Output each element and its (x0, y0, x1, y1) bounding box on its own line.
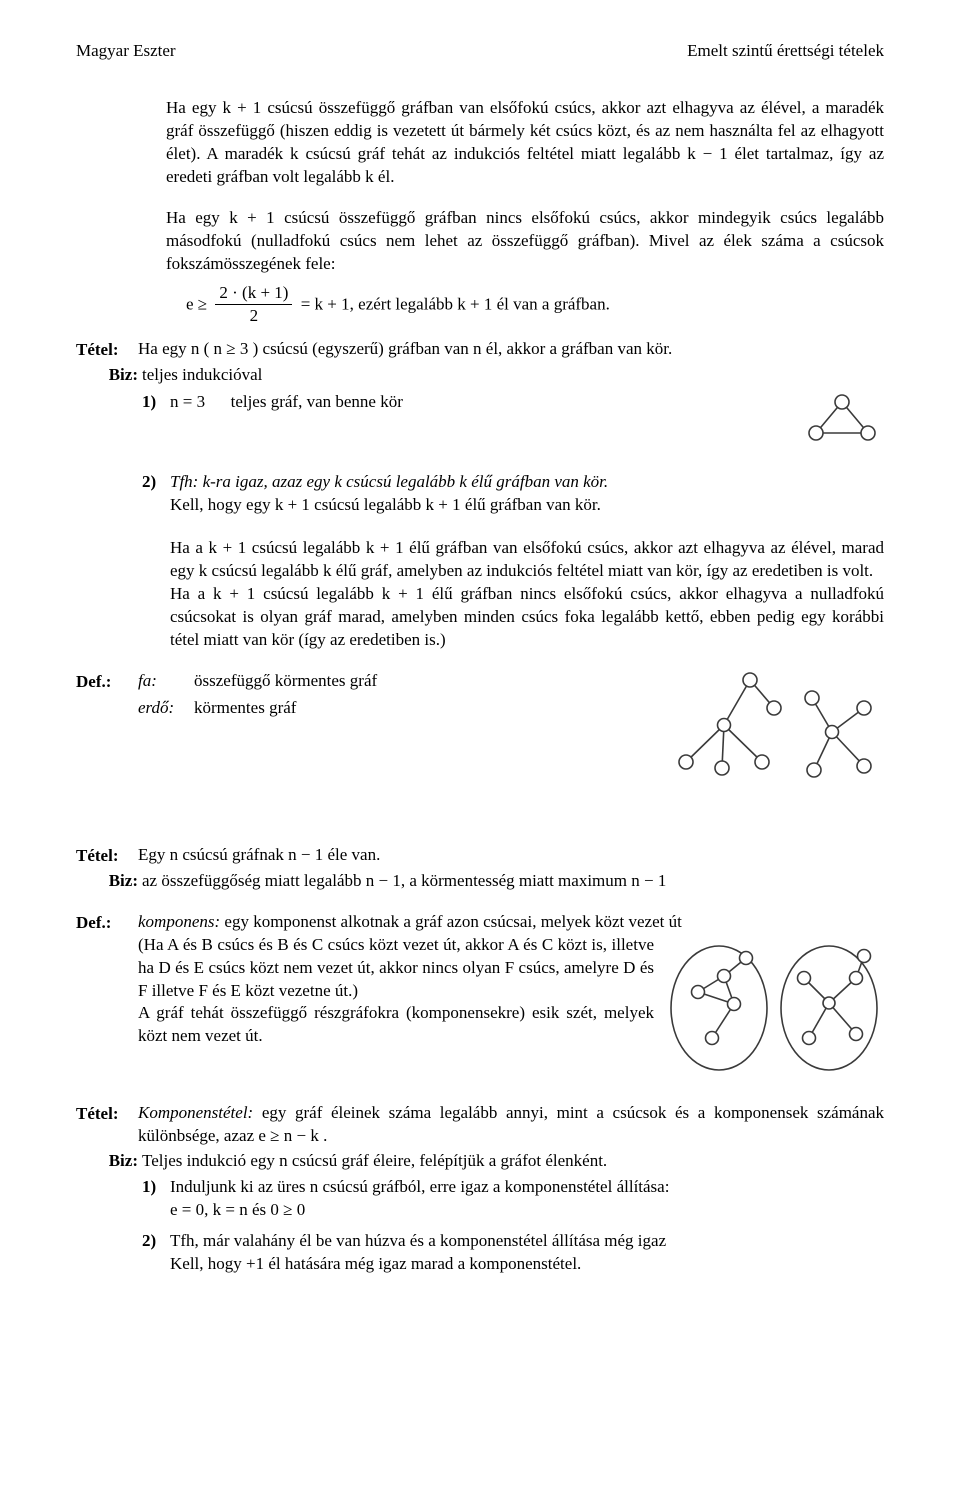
proof-3-item-2: 2) Tfh, már valahány él be van húzva és … (142, 1230, 884, 1276)
def2-body: komponens: egy komponenst alkotnak a grá… (138, 911, 884, 1082)
components-graph-icon (664, 938, 884, 1078)
def1-table: fa: összefüggő körmentes gráf erdő: körm… (138, 670, 654, 720)
p3-list-num-2: 2) (142, 1230, 170, 1276)
theorem-3-body: Komponenstétel: egy gráf éleinek száma l… (138, 1102, 884, 1148)
def-erdo-term: erdő: (138, 697, 194, 720)
header-left: Magyar Eszter (76, 40, 176, 63)
page-header: Magyar Eszter Emelt szintű érettségi tét… (76, 40, 884, 63)
formula-1: e ≥ 2 · (k + 1) 2 = k + 1, ezért legaláb… (76, 282, 884, 329)
def2-line1: egy komponenst alkotnak a gráf azon csúc… (224, 912, 681, 931)
proof-3: Biz: Teljes indukció egy n csúcsú gráf é… (76, 1150, 884, 1277)
list-body-1: n = 3 teljes gráf, van benne kör (170, 391, 884, 449)
page: Magyar Eszter Emelt szintű érettségi tét… (0, 0, 960, 1336)
label-biz-2: Biz: (76, 870, 142, 893)
li1a: n = 3 (170, 392, 205, 411)
label-tetel: Tétel: (76, 338, 138, 362)
proof-1-intro: teljes indukcióval (142, 365, 262, 384)
theorem-3: Tétel: Komponenstétel: egy gráf éleinek … (76, 1102, 884, 1148)
def-fa-text: összefüggő körmentes gráf (194, 670, 377, 693)
def2-term: komponens: (138, 912, 220, 931)
li2a: Tfh: k-ra igaz, azaz egy k csúcsú legalá… (170, 472, 608, 491)
proof-1-item-1: 1) (142, 391, 884, 449)
label-biz-3: Biz: (76, 1150, 142, 1173)
li2b: Kell, hogy egy k + 1 csúcsú legalább k +… (170, 495, 601, 514)
label-def-2: Def.: (76, 911, 138, 935)
proof-3-intro: Teljes indukció egy n csúcsú gráf éleire… (142, 1151, 607, 1170)
proof-1-body: teljes indukcióval 1) (142, 364, 884, 652)
list-body-2: Tfh: k-ra igaz, azaz egy k csúcsú legalá… (170, 471, 884, 652)
formula-num: 2 · (k + 1) (215, 282, 292, 306)
label-biz: Biz: (76, 364, 142, 387)
triangle-graph-icon (800, 391, 884, 445)
theorem-3-term: Komponenstétel: (138, 1103, 253, 1122)
label-def: Def.: (76, 670, 138, 694)
proof-2-body: az összefüggőség miatt legalább n − 1, a… (142, 870, 884, 893)
proof-1: Biz: teljes indukcióval 1) (76, 364, 884, 652)
def1-body: fa: összefüggő körmentes gráf erdő: körm… (138, 670, 884, 794)
theorem-2-lead: Egy n csúcsú gráfnak n − 1 éle van. (138, 844, 884, 867)
label-tetel-3: Tétel: (76, 1102, 138, 1126)
proof-1-item-2: 2) Tfh: k-ra igaz, azaz egy k csúcsú leg… (142, 471, 884, 652)
li1b: teljes gráf, van benne kör (231, 392, 403, 411)
label-tetel-2: Tétel: (76, 844, 138, 868)
theorem-2: Tétel: Egy n csúcsú gráfnak n − 1 éle va… (76, 844, 884, 868)
definition-1: Def.: (76, 670, 884, 794)
formula-den: 2 (215, 305, 292, 328)
formula-fraction: 2 · (k + 1) 2 (215, 282, 292, 329)
p3-li2b: Kell, hogy +1 él hatására még igaz marad… (170, 1254, 581, 1273)
proof-3-body: Teljes indukció egy n csúcsú gráf éleire… (142, 1150, 884, 1277)
theorem-1-lead: Ha egy n ( n ≥ 3 ) csúcsú (egyszerű) grá… (138, 338, 884, 361)
formula-rest: = k + 1, ezért legalább k + 1 él van a g… (301, 294, 610, 313)
intro-para-2: Ha egy k + 1 csúcsú összefüggő gráfban n… (76, 207, 884, 276)
def-erdo-text: körmentes gráf (194, 697, 296, 720)
intro-para-1: Ha egy k + 1 csúcsú összefüggő gráfban v… (76, 97, 884, 189)
header-right: Emelt szintű érettségi tételek (687, 40, 884, 63)
p3-li2a: Tfh, már valahány él be van húzva és a k… (170, 1231, 666, 1250)
list-num-2: 2) (142, 471, 170, 652)
p3-li1b: e = 0, k = n és 0 ≥ 0 (170, 1200, 305, 1219)
p3-li1a: Induljunk ki az üres n csúcsú gráfból, e… (170, 1177, 669, 1196)
def-fa-term: fa: (138, 670, 194, 693)
p3-list-body-1: Induljunk ki az üres n csúcsú gráfból, e… (170, 1176, 884, 1222)
tree-graphs-icon (664, 670, 884, 790)
formula-prefix: e ≥ (186, 294, 207, 313)
proof-1-p3: Ha a k + 1 csúcsú legalább k + 1 élű grá… (170, 537, 884, 583)
p3-list-body-2: Tfh, már valahány él be van húzva és a k… (170, 1230, 884, 1276)
proof-3-item-1: 1) Induljunk ki az üres n csúcsú gráfból… (142, 1176, 884, 1222)
proof-1-p4: Ha a k + 1 csúcsú legalább k + 1 élű grá… (170, 583, 884, 652)
definition-2: Def.: komponens: egy komponenst alkotnak… (76, 911, 884, 1082)
proof-2: Biz: az összefüggőség miatt legalább n −… (76, 870, 884, 893)
theorem-1: Tétel: Ha egy n ( n ≥ 3 ) csúcsú (egysze… (76, 338, 884, 362)
list-num-1: 1) (142, 391, 170, 449)
p3-list-num-1: 1) (142, 1176, 170, 1222)
